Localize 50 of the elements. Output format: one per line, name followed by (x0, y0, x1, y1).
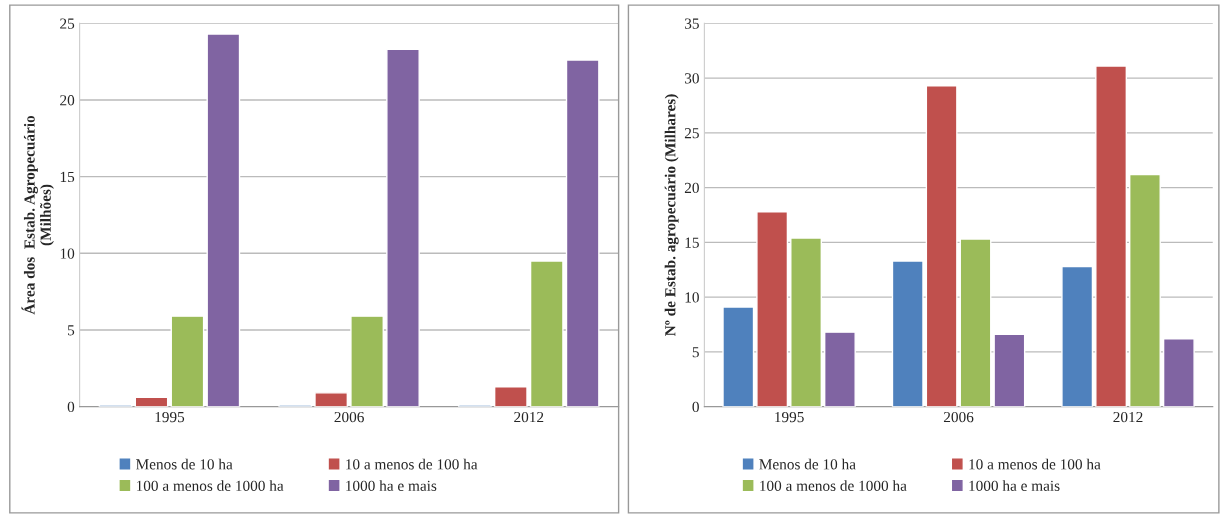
bar (565, 59, 600, 407)
bar (790, 237, 822, 407)
y-tick-label: 25 (60, 18, 75, 29)
bar (170, 315, 205, 407)
bar (1129, 173, 1161, 407)
bar (493, 386, 528, 407)
bar (350, 315, 384, 407)
legend-label: 10 a menos de 100 ha (346, 458, 478, 470)
bar (993, 333, 1026, 407)
legend-label: 10 a menos de 100 ha (969, 458, 1101, 470)
y-tick-label: 20 (60, 95, 75, 106)
legend-label: 100 a menos de 1000 ha (760, 480, 907, 491)
x-tick-label: 2006 (943, 411, 974, 423)
y-tick-label: 5 (692, 347, 699, 358)
bar (529, 260, 564, 407)
x-tick-label: 1995 (155, 411, 185, 423)
y-tick-label: 10 (685, 292, 699, 303)
bar (722, 306, 755, 407)
bar (1095, 65, 1128, 407)
y-tick-label: 20 (684, 182, 699, 194)
bar (314, 392, 349, 407)
x-tick-label: 2012 (1113, 411, 1143, 423)
y-tick-label: 15 (685, 237, 699, 248)
y-axis-title: Nº de Estab. agropecuário (Milhares) (664, 94, 679, 336)
bar (823, 331, 856, 407)
legend-label: 1000 ha e mais (346, 480, 437, 491)
y-tick-label: 0 (692, 401, 699, 413)
bar (891, 260, 924, 407)
legend-label: 1000 ha e mais (969, 480, 1060, 491)
bar (1061, 265, 1094, 407)
bar (959, 238, 992, 407)
x-tick-label: 1995 (775, 411, 804, 423)
legend-label: Menos de 10 ha (759, 458, 856, 470)
x-tick-label: 2006 (334, 411, 364, 423)
legend-label: 100 a menos de 1000 ha (136, 480, 284, 491)
legend-label: Menos de 10 ha (136, 458, 233, 470)
y-tick-label: 0 (67, 401, 75, 413)
y-axis-title: Área dos Estab. Agropecuário (Milhões) (21, 115, 54, 315)
bar (386, 48, 420, 407)
y-tick-label: 30 (684, 73, 699, 84)
bar (925, 85, 958, 407)
bar (1162, 338, 1195, 407)
y-tick-label: 15 (60, 171, 75, 183)
bar (206, 33, 241, 407)
x-tick-label: 2012 (514, 411, 544, 423)
bar (756, 210, 789, 407)
y-tick-label: 35 (684, 18, 699, 29)
y-tick-label: 10 (60, 248, 75, 259)
y-tick-label: 5 (68, 325, 75, 336)
y-tick-label: 25 (684, 128, 699, 139)
